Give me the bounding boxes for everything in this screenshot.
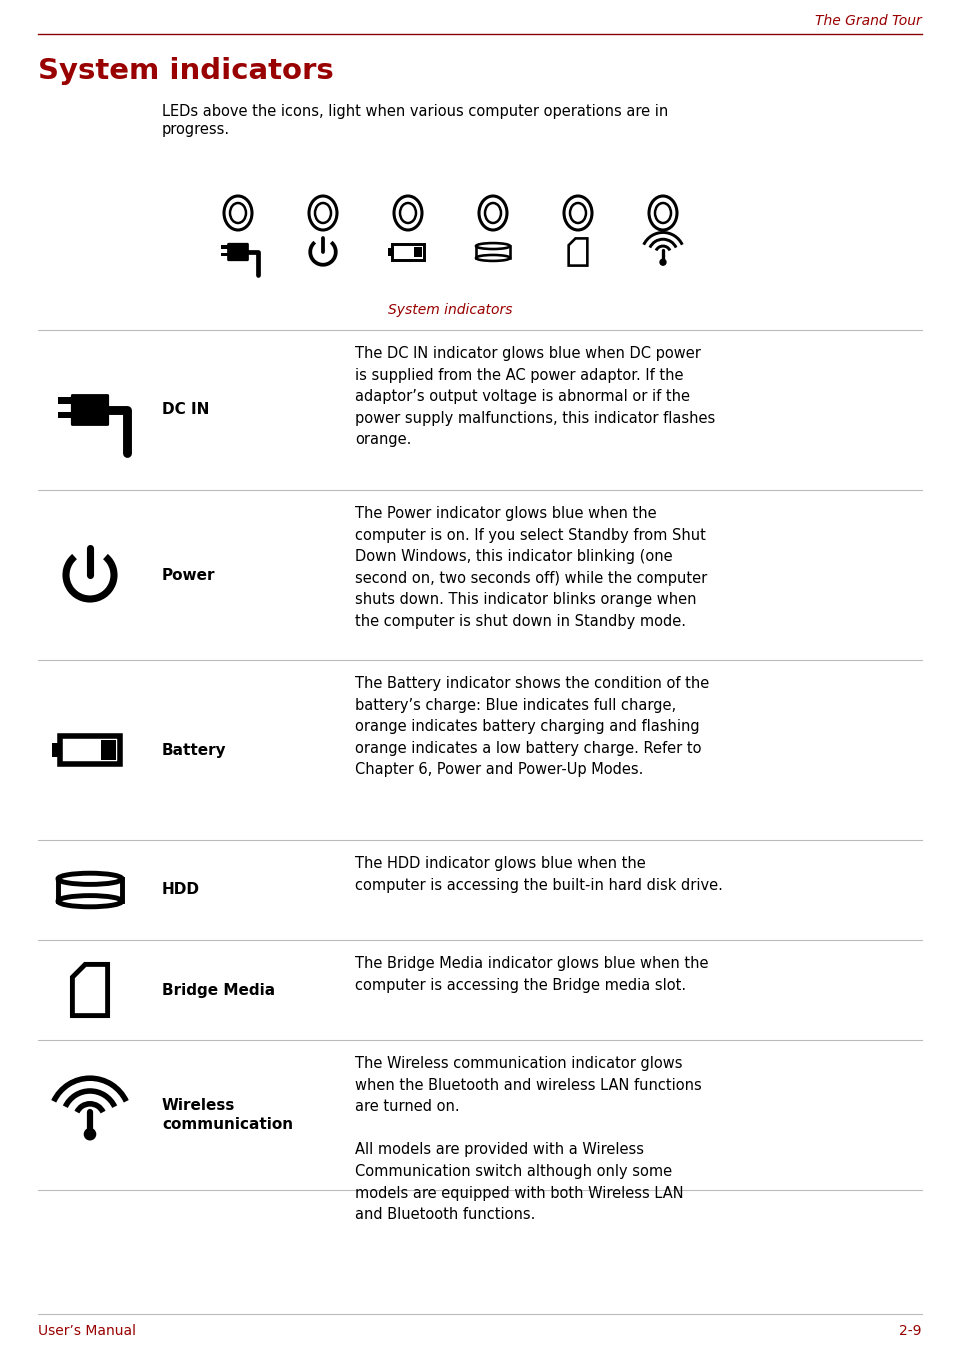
FancyBboxPatch shape	[58, 879, 122, 902]
FancyBboxPatch shape	[221, 253, 229, 257]
Text: The Wireless communication indicator glows
when the Bluetooth and wireless LAN f: The Wireless communication indicator glo…	[355, 1056, 701, 1222]
FancyBboxPatch shape	[58, 411, 72, 418]
Ellipse shape	[476, 256, 510, 261]
Text: User’s Manual: User’s Manual	[38, 1324, 136, 1338]
Ellipse shape	[476, 243, 510, 249]
Text: The Grand Tour: The Grand Tour	[815, 14, 921, 28]
FancyBboxPatch shape	[51, 742, 59, 757]
FancyBboxPatch shape	[71, 393, 109, 426]
FancyBboxPatch shape	[221, 245, 229, 249]
Text: 2-9: 2-9	[899, 1324, 921, 1338]
FancyBboxPatch shape	[58, 397, 72, 404]
Text: System indicators: System indicators	[38, 57, 334, 85]
Text: Power: Power	[162, 568, 215, 583]
FancyBboxPatch shape	[387, 249, 392, 256]
Text: Battery: Battery	[162, 742, 227, 757]
Text: The DC IN indicator glows blue when DC power
is supplied from the AC power adapt: The DC IN indicator glows blue when DC p…	[355, 346, 715, 448]
FancyBboxPatch shape	[414, 247, 421, 257]
Text: LEDs above the icons, light when various computer operations are in: LEDs above the icons, light when various…	[162, 104, 667, 119]
FancyBboxPatch shape	[227, 243, 249, 261]
Text: HDD: HDD	[162, 883, 200, 898]
Circle shape	[84, 1129, 95, 1140]
Text: The Battery indicator shows the condition of the
battery’s charge: Blue indicate: The Battery indicator shows the conditio…	[355, 676, 708, 777]
Circle shape	[659, 260, 665, 265]
Text: DC IN: DC IN	[162, 403, 209, 418]
Text: The Bridge Media indicator glows blue when the
computer is accessing the Bridge : The Bridge Media indicator glows blue wh…	[355, 956, 708, 992]
Text: progress.: progress.	[162, 122, 230, 137]
Ellipse shape	[58, 895, 122, 907]
Text: System indicators: System indicators	[388, 303, 512, 316]
FancyBboxPatch shape	[476, 246, 510, 258]
Text: Wireless
communication: Wireless communication	[162, 1098, 293, 1133]
FancyBboxPatch shape	[101, 741, 115, 760]
Text: Bridge Media: Bridge Media	[162, 983, 274, 998]
Text: The HDD indicator glows blue when the
computer is accessing the built-in hard di: The HDD indicator glows blue when the co…	[355, 856, 722, 892]
Ellipse shape	[58, 873, 122, 884]
Text: The Power indicator glows blue when the
computer is on. If you select Standby fr: The Power indicator glows blue when the …	[355, 506, 706, 629]
